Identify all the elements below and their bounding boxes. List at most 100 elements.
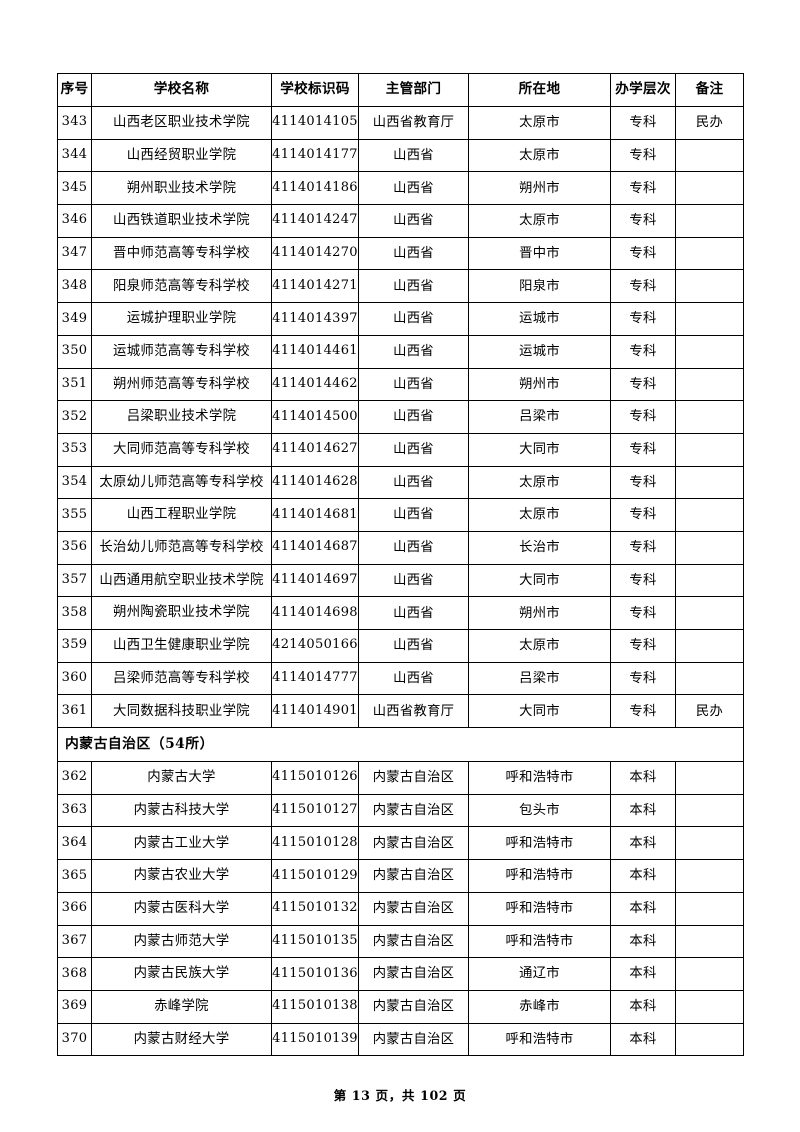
cell-school-name: 长治幼儿师范高等专科学校 (91, 530, 272, 565)
cell-school-name: 内蒙古大学 (91, 761, 272, 795)
cell-location: 朔州市 (468, 596, 611, 630)
cell-location: 包头市 (468, 793, 611, 828)
cell-department: 山西省教育厅 (358, 106, 469, 140)
cell-note (675, 859, 744, 893)
cell-seq: 363 (57, 793, 92, 828)
cell-school-name: 内蒙古农业大学 (91, 859, 272, 893)
cell-seq: 353 (57, 432, 92, 467)
table-row: 354 太原幼儿师范高等专科学校 4114014628 山西省 太原市 专科 (57, 465, 744, 500)
cell-seq: 345 (57, 171, 92, 206)
table-row: 369 赤峰学院 4115010138 内蒙古自治区 赤峰市 本科 (57, 989, 744, 1024)
cell-location: 赤峰市 (468, 989, 611, 1024)
cell-department: 内蒙古自治区 (358, 761, 469, 795)
column-header-code: 学校标识码 (271, 73, 359, 107)
cell-level: 本科 (610, 793, 676, 828)
cell-location: 太原市 (468, 629, 611, 663)
cell-school-code: 4114014500 (271, 400, 359, 434)
cell-school-name: 赤峰学院 (91, 989, 272, 1024)
section-title: 内蒙古自治区（54所） (57, 727, 744, 763)
cell-seq: 352 (57, 400, 92, 434)
cell-note (675, 1022, 744, 1057)
cell-note (675, 138, 744, 173)
cell-department: 山西省 (358, 171, 469, 206)
table-row: 364 内蒙古工业大学 4115010128 内蒙古自治区 呼和浩特市 本科 (57, 826, 744, 861)
cell-level: 专科 (610, 171, 676, 206)
cell-school-code: 4114014271 (271, 269, 359, 304)
cell-level: 专科 (610, 334, 676, 369)
cell-note (675, 629, 744, 663)
cell-school-code: 4214050166 (271, 629, 359, 663)
cell-seq: 360 (57, 661, 92, 696)
table-row: 365 内蒙古农业大学 4115010129 内蒙古自治区 呼和浩特市 本科 (57, 859, 744, 893)
cell-school-code: 4114014105 (271, 106, 359, 140)
cell-note (675, 957, 744, 991)
table-row: 368 内蒙古民族大学 4115010136 内蒙古自治区 通辽市 本科 (57, 957, 744, 991)
cell-seq: 365 (57, 859, 92, 893)
cell-location: 呼和浩特市 (468, 859, 611, 893)
table-row: 362 内蒙古大学 4115010126 内蒙古自治区 呼和浩特市 本科 (57, 761, 744, 795)
table-row: 360 吕梁师范高等专科学校 4114014777 山西省 吕梁市 专科 (57, 661, 744, 696)
cell-school-name: 内蒙古医科大学 (91, 891, 272, 926)
cell-school-name: 朔州陶瓷职业技术学院 (91, 596, 272, 630)
cell-seq: 359 (57, 629, 92, 663)
cell-department: 山西省教育厅 (358, 694, 469, 729)
cell-department: 山西省 (358, 661, 469, 696)
cell-location: 呼和浩特市 (468, 826, 611, 861)
table-section-row: 内蒙古自治区（54所） (57, 727, 744, 763)
cell-school-code: 4114014901 (271, 694, 359, 729)
cell-school-code: 4114014177 (271, 138, 359, 173)
table-row: 358 朔州陶瓷职业技术学院 4114014698 山西省 朔州市 专科 (57, 596, 744, 630)
cell-level: 专科 (610, 400, 676, 434)
table-row: 352 吕梁职业技术学院 4114014500 山西省 吕梁市 专科 (57, 400, 744, 434)
cell-location: 太原市 (468, 498, 611, 532)
cell-level: 专科 (610, 629, 676, 663)
cell-seq: 349 (57, 302, 92, 336)
school-table-container: 序号 学校名称 学校标识码 主管部门 所在地 办学层次 备注 343 山西老区职业… (57, 73, 744, 1057)
cell-school-code: 4114014462 (271, 367, 359, 402)
cell-note (675, 400, 744, 434)
cell-department: 山西省 (358, 629, 469, 663)
cell-seq: 369 (57, 989, 92, 1024)
column-header-location: 所在地 (468, 73, 611, 107)
cell-note (675, 891, 744, 926)
column-header-level: 办学层次 (610, 73, 676, 107)
column-header-dept: 主管部门 (358, 73, 469, 107)
cell-school-name: 运城师范高等专科学校 (91, 334, 272, 369)
cell-level: 专科 (610, 661, 676, 696)
cell-seq: 370 (57, 1022, 92, 1057)
cell-seq: 364 (57, 826, 92, 861)
table-row: 344 山西经贸职业学院 4114014177 山西省 太原市 专科 (57, 138, 744, 173)
cell-school-code: 4115010132 (271, 891, 359, 926)
cell-school-name: 大同师范高等专科学校 (91, 432, 272, 467)
cell-level: 专科 (610, 694, 676, 729)
cell-school-code: 4115010136 (271, 957, 359, 991)
cell-note (675, 302, 744, 336)
cell-seq: 350 (57, 334, 92, 369)
cell-seq: 355 (57, 498, 92, 532)
cell-department: 内蒙古自治区 (358, 826, 469, 861)
cell-seq: 344 (57, 138, 92, 173)
cell-location: 太原市 (468, 204, 611, 238)
table-body: 343 山西老区职业技术学院 4114014105 山西省教育厅 太原市 专科 民办 344 山… (57, 106, 744, 1057)
cell-school-code: 4115010126 (271, 761, 359, 795)
cell-school-code: 4114014697 (271, 563, 359, 598)
cell-school-code: 4114014397 (271, 302, 359, 336)
cell-department: 山西省 (358, 367, 469, 402)
cell-level: 本科 (610, 989, 676, 1024)
cell-level: 专科 (610, 236, 676, 271)
cell-school-code: 4114014687 (271, 530, 359, 565)
cell-location: 太原市 (468, 138, 611, 173)
cell-location: 呼和浩特市 (468, 891, 611, 926)
cell-location: 晋中市 (468, 236, 611, 271)
cell-level: 本科 (610, 1022, 676, 1057)
column-header-note: 备注 (675, 73, 744, 107)
cell-location: 通辽市 (468, 957, 611, 991)
table-header-row: 序号 学校名称 学校标识码 主管部门 所在地 办学层次 备注 (57, 73, 744, 107)
cell-department: 山西省 (358, 530, 469, 565)
cell-note (675, 793, 744, 828)
table-row: 349 运城护理职业学院 4114014397 山西省 运城市 专科 (57, 302, 744, 336)
cell-school-name: 内蒙古工业大学 (91, 826, 272, 861)
cell-department: 山西省 (358, 498, 469, 532)
table-row: 359 山西卫生健康职业学院 4214050166 山西省 太原市 专科 (57, 629, 744, 663)
cell-location: 太原市 (468, 106, 611, 140)
